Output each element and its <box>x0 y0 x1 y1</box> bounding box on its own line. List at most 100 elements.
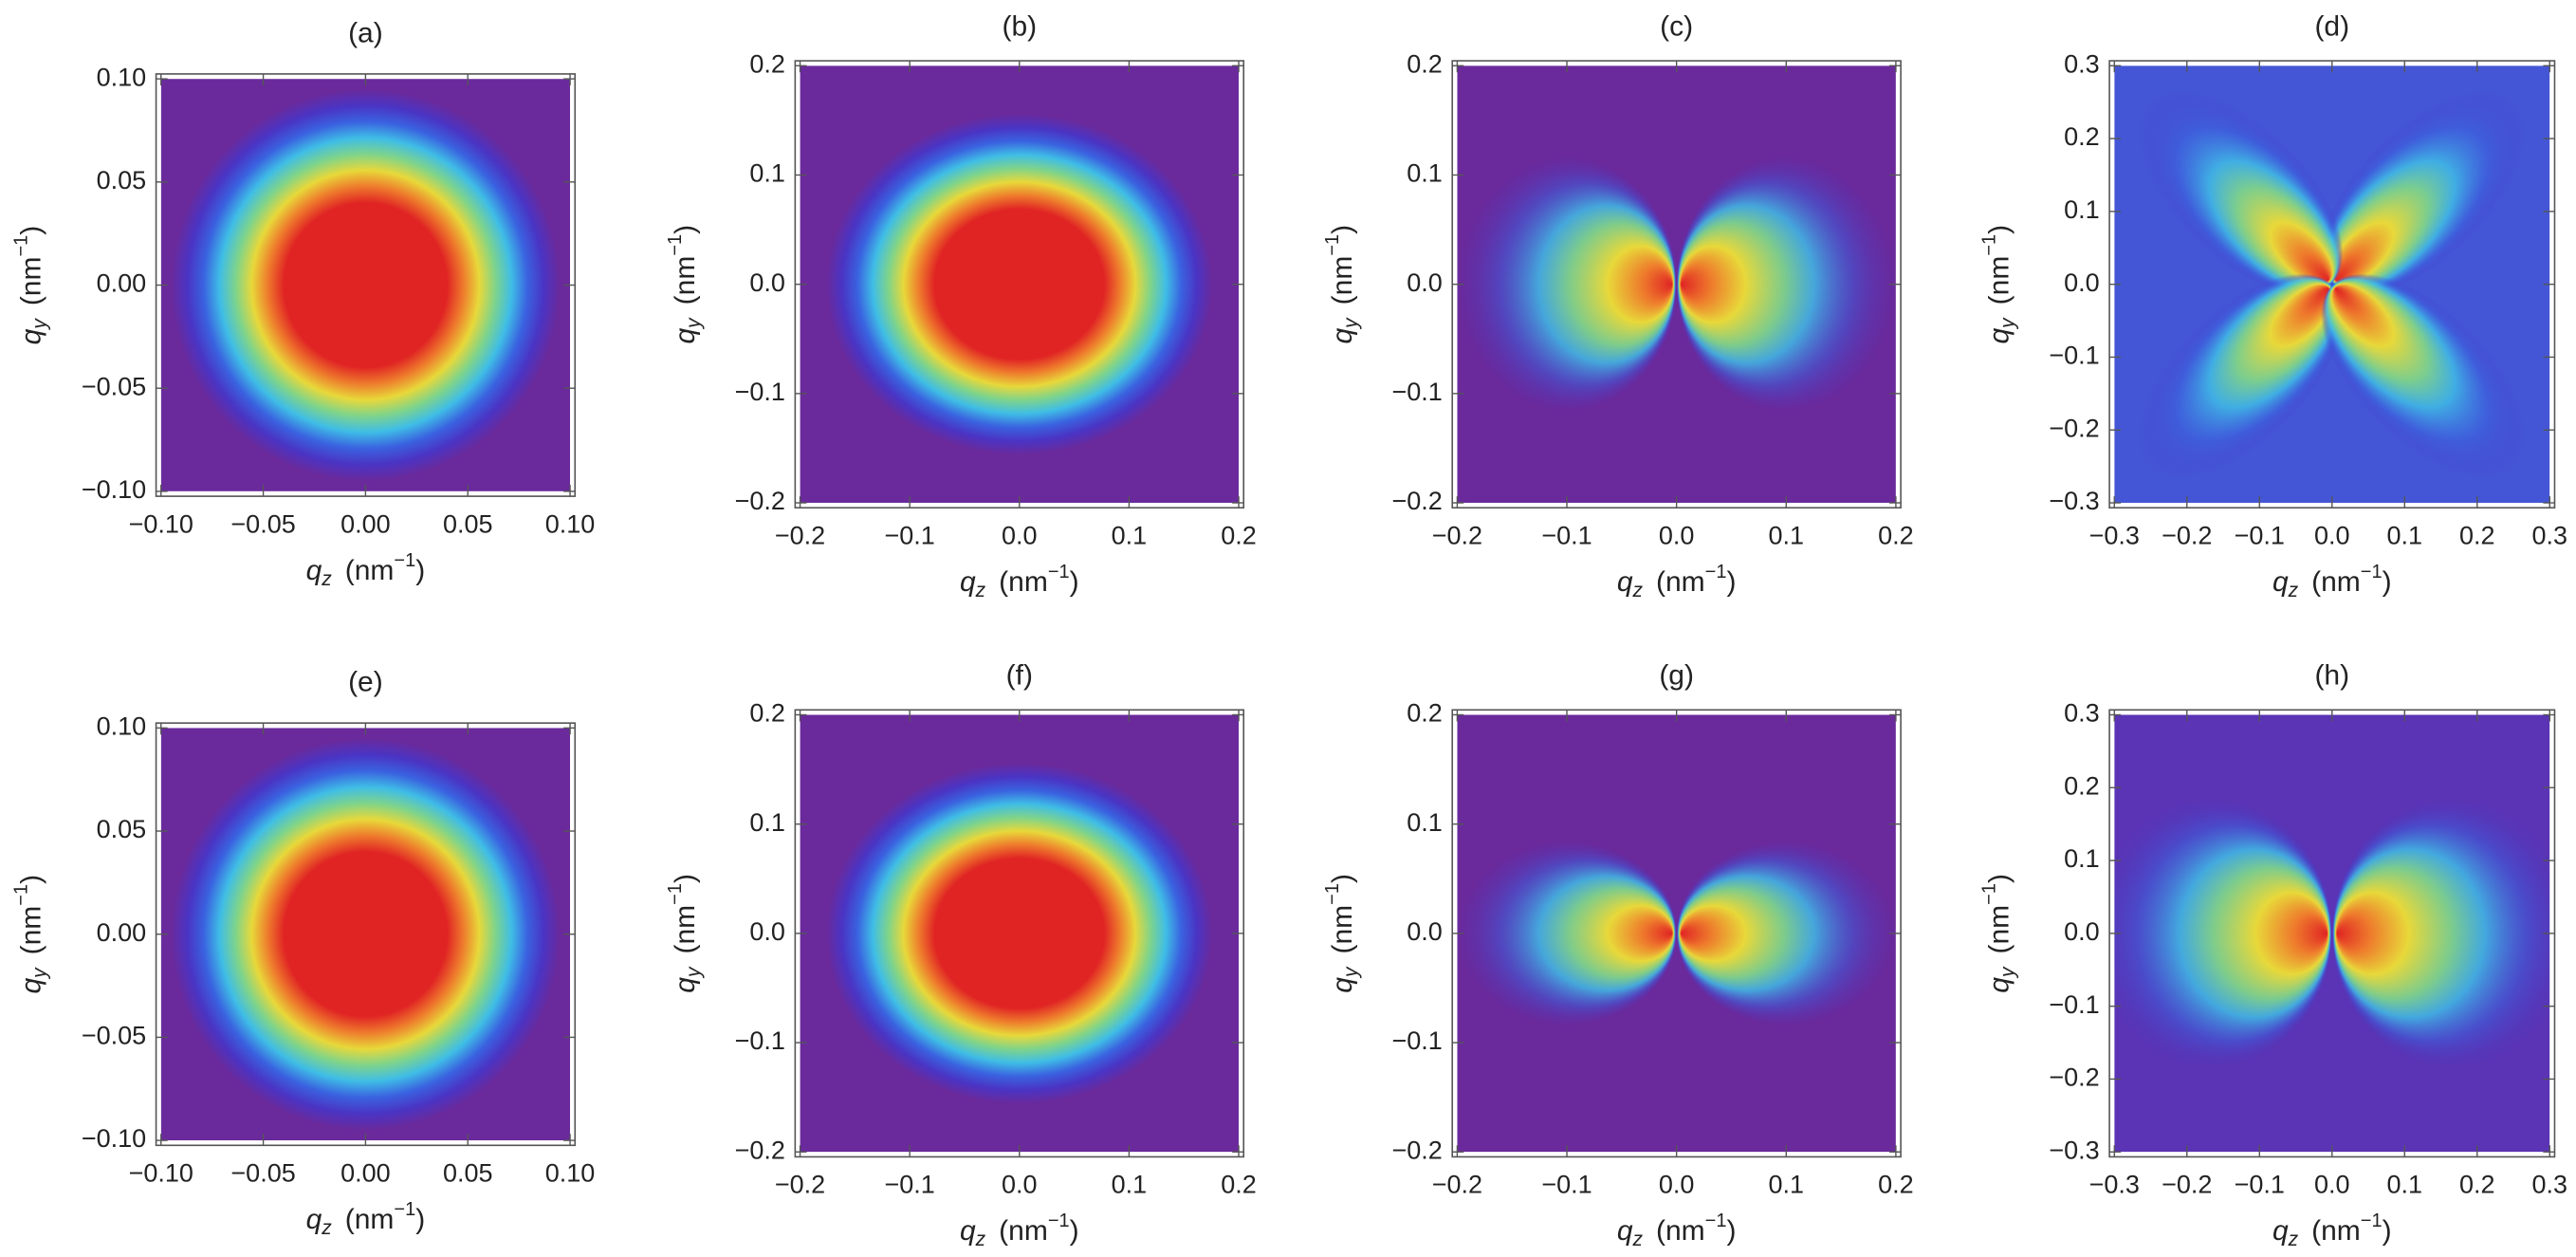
label-subscript: y <box>28 967 50 980</box>
x-tick-label: 0.1 <box>1112 522 1148 550</box>
label-symbol: q <box>1617 1215 1633 1247</box>
x-tick-label: 0.2 <box>1878 1171 1914 1199</box>
label-symbol: q <box>306 1204 322 1235</box>
density-lobe <box>1676 841 1896 1026</box>
x-tick-label: −0.05 <box>230 1159 295 1188</box>
label-subscript: y <box>1339 966 1361 979</box>
x-tick-label: 0.0 <box>1002 1171 1038 1199</box>
label-subscript: y <box>1996 966 2018 979</box>
panel-title: (e) <box>348 666 383 697</box>
label-exponent: −1 <box>394 1199 415 1220</box>
x-tick-label: 0.2 <box>2459 1171 2495 1199</box>
density-lobe <box>1457 157 1677 412</box>
label-exponent: −1 <box>1048 562 1070 582</box>
density-field <box>1457 714 1896 1153</box>
label-exponent: −1 <box>11 884 32 906</box>
x-axis-label: qz (nm−1) <box>2272 562 2392 601</box>
x-axis-label: qz (nm−1) <box>1617 1211 1737 1249</box>
panel: (g)−0.2 −0.1 0.0 0.1 0.2−0.2−0.10.00.10.2qz(… <box>1322 660 1913 1250</box>
panel: (h) −0.3 −0.2 −0.1 0.0 0.1 0.2 0.3 −0.3 −0.2 −0.1 0… <box>1979 660 2567 1250</box>
y-tick-label: 0.10 <box>97 63 147 91</box>
density-core <box>171 89 561 482</box>
label-close: ) <box>415 555 425 586</box>
panel-title: (g) <box>1659 660 1694 692</box>
label-close: ) <box>1726 1215 1736 1247</box>
panel-title: (a) <box>348 17 383 48</box>
label-unit: (nm <box>999 1215 1048 1247</box>
x-tick-label: −0.10 <box>129 509 193 538</box>
x-tick-label: −0.1 <box>1541 1171 1592 1199</box>
label-symbol: q <box>960 1215 976 1247</box>
density-core <box>826 113 1213 455</box>
x-tick-label: −0.3 <box>2089 1171 2140 1199</box>
label-close: ) <box>1327 874 1358 883</box>
label-subscript: z <box>2288 579 2299 601</box>
x-tick-label: −0.2 <box>775 1171 825 1199</box>
y-axis-label: qy (nm−1) <box>1322 874 1361 993</box>
density-field <box>2114 714 2550 1153</box>
panel-title: (h) <box>2314 660 2349 692</box>
x-tick-label: 0.10 <box>545 509 596 538</box>
y-tick-label: 0.3 <box>2064 699 2100 728</box>
y-tick-label: 0.0 <box>1407 917 1443 946</box>
y-tick-label: 0.1 <box>749 808 785 837</box>
y-axis-label: qy (nm−1) <box>1979 874 2018 993</box>
x-tick-label: 0.10 <box>545 1159 596 1188</box>
label-unit: (nm <box>1984 256 2015 305</box>
label-unit: (nm <box>345 1204 395 1235</box>
label-unit: (nm <box>670 256 701 305</box>
x-tick-label: 0.2 <box>1221 522 1257 550</box>
x-tick-label: 0.1 <box>2387 522 2423 550</box>
x-tick-label: 0.1 <box>1112 1171 1148 1199</box>
y-tick-label: −0.05 <box>82 1022 146 1050</box>
y-tick-label: 0.2 <box>2064 122 2100 151</box>
label-exponent: −1 <box>665 234 686 256</box>
y-tick-label: −0.2 <box>2049 414 2099 442</box>
y-tick-label: 0.10 <box>97 712 147 740</box>
x-tick-label: 0.00 <box>340 1159 391 1188</box>
label-close: ) <box>1327 225 1358 234</box>
label-unit: (nm <box>2311 566 2361 598</box>
label-close: ) <box>670 225 701 234</box>
label-exponent: −1 <box>1322 883 1343 905</box>
label-close: ) <box>16 226 47 235</box>
x-tick-label: 0.0 <box>1002 522 1038 550</box>
density-lobe <box>2136 273 2344 481</box>
panel-title: (b) <box>1002 10 1037 42</box>
y-tick-label: 0.0 <box>1407 268 1443 297</box>
density-lobe <box>2321 273 2529 481</box>
label-exponent: −1 <box>1322 234 1343 256</box>
x-tick-label: −0.2 <box>2162 522 2212 550</box>
label-subscript: y <box>1339 317 1361 330</box>
y-tick-label: −0.2 <box>1392 1136 1443 1164</box>
label-exponent: −1 <box>1705 1211 1727 1231</box>
label-unit: (nm <box>1984 905 2015 954</box>
x-tick-label: −0.2 <box>2162 1171 2212 1199</box>
panel-title: (f) <box>1006 660 1033 692</box>
panel-title: (d) <box>2314 10 2349 42</box>
label-symbol: q <box>306 555 322 586</box>
x-tick-label: 0.00 <box>340 509 391 538</box>
y-tick-label: −0.2 <box>1392 487 1443 515</box>
label-subscript: y <box>683 317 705 330</box>
density-lobe <box>2331 798 2550 1069</box>
x-tick-label: −0.1 <box>885 1171 935 1199</box>
x-tick-label: −0.2 <box>1432 1171 1482 1199</box>
label-subscript: z <box>975 579 986 601</box>
label-close: ) <box>1070 566 1079 598</box>
panel: (e) −0.10 −0.05 0.00 0.05 0.10 −0.10 −0.05 0.00 0… <box>11 666 595 1238</box>
x-tick-label: 0.0 <box>1659 522 1695 550</box>
label-symbol: q <box>16 328 47 344</box>
label-unit: (nm <box>2311 1215 2361 1247</box>
density-core <box>171 738 561 1131</box>
label-close: ) <box>16 875 47 884</box>
y-tick-label: −0.05 <box>82 372 146 400</box>
label-subscript: z <box>1632 579 1644 601</box>
x-tick-label: 0.2 <box>2459 522 2495 550</box>
x-tick-label: −0.1 <box>2235 522 2285 550</box>
y-axis-label: qy (nm−1) <box>1322 225 1361 344</box>
y-tick-label: −0.1 <box>1392 1026 1443 1055</box>
y-tick-label: 0.2 <box>1407 49 1443 78</box>
